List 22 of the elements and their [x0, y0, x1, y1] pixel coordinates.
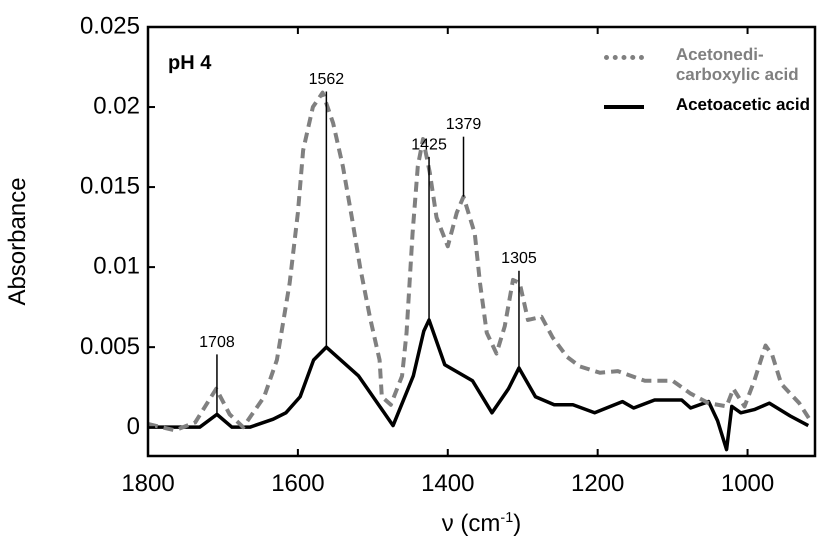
x-tick-label: 1400	[421, 470, 474, 498]
y-tick-label: 0.015	[80, 172, 140, 200]
y-tick-label: 0.02	[93, 92, 140, 120]
annotation: 1305	[501, 250, 537, 268]
annotation: 1708	[199, 334, 235, 351]
y-tick-label: 0.005	[80, 332, 140, 360]
x-tick-label: 1000	[720, 470, 774, 498]
line-series	[148, 90, 813, 432]
annotation: 1379	[446, 116, 482, 134]
y-axis-title: Absorbance	[4, 177, 32, 306]
x-tick-label: 1200	[570, 470, 624, 498]
y-tick-label: 0.025	[80, 12, 140, 40]
annotation: 1562	[308, 70, 344, 88]
annotation: pH 4	[168, 52, 212, 75]
x-axis-title: ν (cm$^{-1}$)	[440, 510, 522, 538]
x-tick-label: 1600	[271, 470, 325, 498]
legend-label: Acetoacetic acid	[676, 95, 810, 115]
y-tick-label: 0.01	[93, 252, 140, 280]
legend-label: Acetonedi-carboxylic acid	[676, 45, 799, 85]
annotation: 1425	[411, 136, 447, 154]
x-tick-label: 1800	[121, 470, 175, 498]
y-tick-label: 0	[126, 412, 140, 440]
